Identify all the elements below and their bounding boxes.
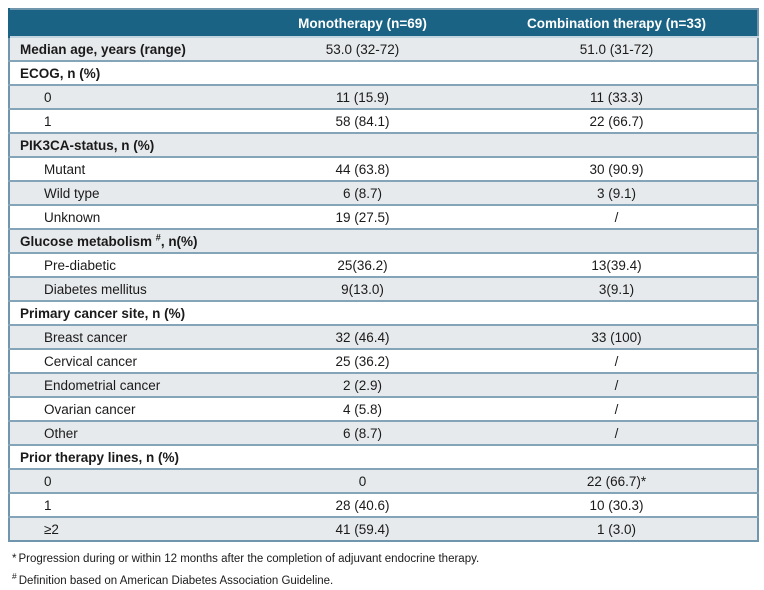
table-row-ecog-1: 1 58 (84.1) 22 (66.7) [9,108,758,133]
combo-value: / [476,204,758,229]
combo-value: / [476,396,758,421]
table-body: Median age, years (range) 53.0 (32-72) 5… [9,36,758,541]
footnotes: * Progression during or within 12 months … [8,542,757,590]
footnote-hash: # Definition based on American Diabetes A… [12,568,757,590]
table-row-median-age: Median age, years (range) 53.0 (32-72) 5… [9,36,758,61]
combo-value: 22 (66.7)* [476,468,758,493]
mono-value: 25 (36.2) [249,348,476,373]
row-label: Mutant [9,156,249,181]
section-label: ECOG, n (%) [9,60,758,85]
footnote-asterisk: * Progression during or within 12 months … [12,551,757,568]
hash-superscript: # [155,232,161,242]
table-row-breast-cancer: Breast cancer 32 (46.4) 33 (100) [9,324,758,349]
table-row-section-glucose-metabolism: Glucose metabolism #, n(%) [9,228,758,253]
row-label: Median age, years (range) [9,36,249,61]
table-row-prior-1: 1 28 (40.6) 10 (30.3) [9,492,758,517]
combo-value: 3 (9.1) [476,180,758,205]
hash-marker: # [12,571,17,581]
row-label: Breast cancer [9,324,249,349]
section-label-suffix: , n(%) [160,233,198,249]
table-row-ecog-0: 0 11 (15.9) 11 (33.3) [9,84,758,109]
table-row-ovarian-cancer: Ovarian cancer 4 (5.8) / [9,396,758,421]
row-label: 1 [9,492,249,517]
table-row-section-pik3ca: PIK3CA-status, n (%) [9,132,758,157]
header-combination-therapy: Combination therapy (n=33) [476,9,758,37]
section-label: Primary cancer site, n (%) [9,300,758,325]
footnote-text: Definition based on American Diabetes As… [18,574,334,587]
combo-value: 10 (30.3) [476,492,758,517]
row-label: 0 [9,84,249,109]
table-row-other: Other 6 (8.7) / [9,420,758,445]
table-row-section-ecog: ECOG, n (%) [9,60,758,85]
combo-value: 11 (33.3) [476,84,758,109]
combo-value: 13(39.4) [476,252,758,277]
row-label: Wild type [9,180,249,205]
row-label: 1 [9,108,249,133]
combo-value: 22 (66.7) [476,108,758,133]
mono-value: 2 (2.9) [249,372,476,397]
combo-value: 33 (100) [476,324,758,349]
row-label: Ovarian cancer [9,396,249,421]
table-row-wild-type: Wild type 6 (8.7) 3 (9.1) [9,180,758,205]
row-label: Pre-diabetic [9,252,249,277]
mono-value: 0 [249,468,476,493]
table-header: Monotherapy (n=69) Combination therapy (… [8,9,758,37]
header-row: Monotherapy (n=69) Combination therapy (… [8,9,758,37]
row-label: Unknown [9,204,249,229]
mono-value: 53.0 (32-72) [249,36,476,61]
mono-value: 9(13.0) [249,276,476,301]
combo-value: 1 (3.0) [476,516,758,541]
section-label: Prior therapy lines, n (%) [9,444,758,469]
section-label: Glucose metabolism #, n(%) [9,228,758,253]
header-monotherapy: Monotherapy (n=69) [249,9,476,37]
table-row-section-prior-therapy-lines: Prior therapy lines, n (%) [9,444,758,469]
combo-value: 51.0 (31-72) [476,36,758,61]
mono-value: 4 (5.8) [249,396,476,421]
section-label-text: Glucose metabolism [20,233,156,249]
row-label: 0 [9,468,249,493]
table-row-mutant: Mutant 44 (63.8) 30 (90.9) [9,156,758,181]
row-label: Diabetes mellitus [9,276,249,301]
table-row-prior-0: 0 0 22 (66.7)* [9,468,758,493]
patient-characteristics-table: Monotherapy (n=69) Combination therapy (… [8,8,759,542]
table-row-diabetes-mellitus: Diabetes mellitus 9(13.0) 3(9.1) [9,276,758,301]
combo-value: 30 (90.9) [476,156,758,181]
row-label: Endometrial cancer [9,372,249,397]
table-row-endometrial-cancer: Endometrial cancer 2 (2.9) / [9,372,758,397]
mono-value: 25(36.2) [249,252,476,277]
combo-value: / [476,348,758,373]
combo-value: / [476,372,758,397]
mono-value: 41 (59.4) [249,516,476,541]
section-label: PIK3CA-status, n (%) [9,132,758,157]
table-row-section-primary-cancer-site: Primary cancer site, n (%) [9,300,758,325]
table-row-cervical-cancer: Cervical cancer 25 (36.2) / [9,348,758,373]
mono-value: 58 (84.1) [249,108,476,133]
table-row-unknown: Unknown 19 (27.5) / [9,204,758,229]
row-label: Other [9,420,249,445]
table-row-prior-2-or-more: ≥2 41 (59.4) 1 (3.0) [9,516,758,541]
mono-value: 28 (40.6) [249,492,476,517]
mono-value: 19 (27.5) [249,204,476,229]
asterisk-marker: * [12,553,17,565]
combo-value: 3(9.1) [476,276,758,301]
row-label: ≥2 [9,516,249,541]
header-label-cell [8,9,249,37]
mono-value: 44 (63.8) [249,156,476,181]
mono-value: 32 (46.4) [249,324,476,349]
combo-value: / [476,420,758,445]
row-label: Cervical cancer [9,348,249,373]
mono-value: 11 (15.9) [249,84,476,109]
table-row-pre-diabetic: Pre-diabetic 25(36.2) 13(39.4) [9,252,758,277]
mono-value: 6 (8.7) [249,180,476,205]
mono-value: 6 (8.7) [249,420,476,445]
footnote-text: Progression during or within 12 months a… [18,553,480,565]
